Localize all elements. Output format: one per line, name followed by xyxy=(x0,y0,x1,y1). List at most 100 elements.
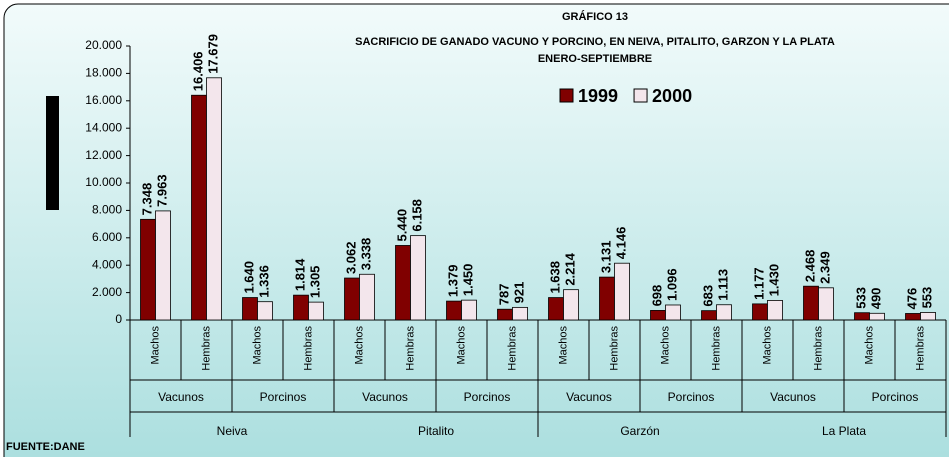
decoration xyxy=(46,96,59,210)
y-tick-label: 18.000 xyxy=(85,66,122,80)
value-label: 1.814 xyxy=(292,258,307,291)
value-label: 921 xyxy=(511,282,526,304)
subgroup-label: Porcinos xyxy=(464,390,511,404)
bar xyxy=(242,297,258,321)
value-label: 16.406 xyxy=(190,51,205,91)
value-label: 1.177 xyxy=(751,267,766,300)
bar xyxy=(308,301,324,321)
value-label: 1.336 xyxy=(256,265,271,298)
x-tick-label: Hembras xyxy=(404,326,416,371)
group-label: Pitalito xyxy=(418,424,454,438)
x-tick-label: Machos xyxy=(251,326,263,365)
value-label: 3.338 xyxy=(358,238,373,271)
bar xyxy=(191,94,207,321)
y-tick-label: 16.000 xyxy=(85,93,122,107)
chart-title: SACRIFICIO DE GANADO VACUNO Y PORCINO, E… xyxy=(355,36,835,48)
x-tick-label: Hembras xyxy=(914,326,926,371)
legend-swatch xyxy=(633,88,648,103)
x-tick-label: Machos xyxy=(659,326,671,365)
value-label: 5.440 xyxy=(394,209,409,242)
y-tick-label: 8.000 xyxy=(92,203,122,217)
value-label: 476 xyxy=(904,288,919,310)
value-label: 7.963 xyxy=(154,174,169,207)
bar xyxy=(716,304,732,321)
subgroup-label: Vacunos xyxy=(770,390,816,404)
x-tick-label: Machos xyxy=(455,326,467,365)
bar xyxy=(257,301,273,321)
x-tick-label: Machos xyxy=(863,326,875,365)
bar xyxy=(767,300,783,321)
bar xyxy=(818,287,834,321)
bar xyxy=(206,77,222,321)
bar xyxy=(344,277,360,321)
bar xyxy=(665,304,681,321)
value-label: 683 xyxy=(700,285,715,307)
bar xyxy=(395,245,411,321)
value-label: 7.348 xyxy=(139,183,154,216)
x-tick-label: Machos xyxy=(761,326,773,365)
chart-background xyxy=(3,3,949,457)
x-tick-label: Machos xyxy=(353,326,365,365)
group-label: La Plata xyxy=(822,424,866,438)
bar xyxy=(497,308,513,321)
x-tick-label: Hembras xyxy=(506,326,518,371)
bar xyxy=(920,312,936,321)
bar xyxy=(599,276,615,321)
bar xyxy=(752,303,768,321)
value-label: 787 xyxy=(496,284,511,306)
value-label: 490 xyxy=(868,288,883,310)
bar xyxy=(293,294,309,321)
subgroup-label: Porcinos xyxy=(260,390,307,404)
value-label: 1.379 xyxy=(445,265,460,298)
bar xyxy=(512,306,528,321)
subgroup-label: Vacunos xyxy=(362,390,408,404)
bar xyxy=(155,210,171,321)
legend-swatch xyxy=(559,88,574,103)
value-label: 1.450 xyxy=(460,264,475,297)
x-tick-label: Hembras xyxy=(200,326,212,371)
value-label: 533 xyxy=(853,287,868,309)
y-tick-label: 14.000 xyxy=(85,120,122,134)
value-label: 3.062 xyxy=(343,242,358,275)
y-tick-label: 6.000 xyxy=(92,230,122,244)
group-label: Garzón xyxy=(620,424,659,438)
x-tick-label: Machos xyxy=(149,326,161,365)
bar xyxy=(650,310,666,321)
y-tick-label: 12.000 xyxy=(85,148,122,162)
subgroup-label: Vacunos xyxy=(158,390,204,404)
value-label: 1.113 xyxy=(715,269,730,301)
group-label: Neiva xyxy=(217,424,248,438)
legend-label: 2000 xyxy=(652,86,692,106)
value-label: 1.640 xyxy=(241,261,256,294)
value-label: 698 xyxy=(649,285,664,307)
x-tick-label: Hembras xyxy=(710,326,722,371)
subgroup-label: Porcinos xyxy=(872,390,919,404)
bar xyxy=(701,310,717,321)
bar xyxy=(359,273,375,321)
y-tick-label: 0 xyxy=(115,312,122,326)
bar xyxy=(140,218,156,321)
value-label: 17.679 xyxy=(205,34,220,74)
legend-label: 1999 xyxy=(578,86,618,106)
subgroup-label: Porcinos xyxy=(668,390,715,404)
value-label: 1.096 xyxy=(664,268,679,301)
x-tick-label: Hembras xyxy=(608,326,620,371)
value-label: 3.131 xyxy=(598,241,613,274)
chart-title: GRÁFICO 13 xyxy=(562,10,628,23)
value-label: 1.430 xyxy=(766,264,781,297)
bar xyxy=(854,312,870,321)
y-tick-label: 10.000 xyxy=(85,175,122,189)
source: FUENTE:DANE xyxy=(6,441,85,453)
value-label: 1.638 xyxy=(547,261,562,294)
bar xyxy=(410,235,426,321)
value-label: 2.349 xyxy=(817,251,832,284)
bar xyxy=(563,289,579,321)
bar xyxy=(869,312,885,321)
x-tick-label: Hembras xyxy=(302,326,314,371)
value-label: 2.214 xyxy=(562,252,577,285)
value-label: 4.146 xyxy=(613,227,628,260)
bar xyxy=(905,313,921,321)
chart-title: ENERO-SEPTIEMBRE xyxy=(538,53,652,65)
y-tick-label: 4.000 xyxy=(92,257,122,271)
